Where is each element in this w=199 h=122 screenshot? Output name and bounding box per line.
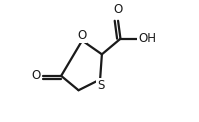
Text: O: O	[113, 3, 123, 16]
Text: S: S	[97, 79, 104, 92]
Text: O: O	[77, 29, 86, 42]
Text: O: O	[32, 69, 41, 82]
Text: OH: OH	[139, 32, 156, 45]
